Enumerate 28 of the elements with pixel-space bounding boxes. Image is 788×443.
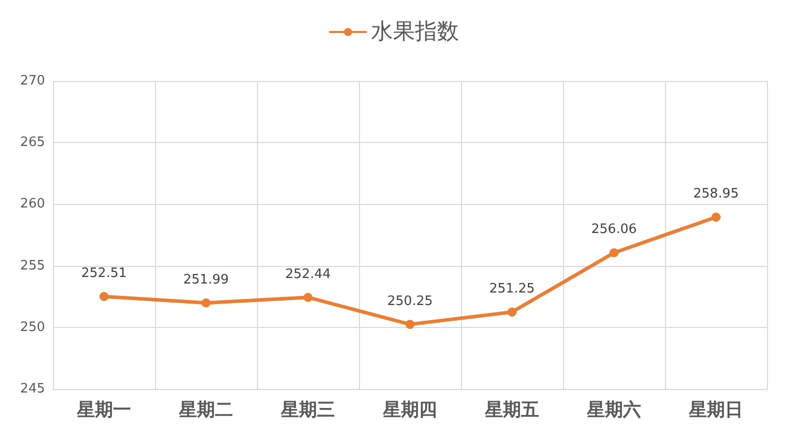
y-tick-label: 255 bbox=[20, 258, 45, 274]
x-tick-label: 星期日 bbox=[688, 400, 743, 420]
x-tick-label: 星期二 bbox=[178, 400, 233, 420]
x-tick-label: 星期六 bbox=[586, 400, 641, 420]
y-tick-label: 245 bbox=[20, 382, 45, 396]
x-tick-label: 星期一 bbox=[76, 400, 131, 420]
y-tick-label: 250 bbox=[20, 320, 45, 335]
data-label: 252.44 bbox=[285, 266, 331, 282]
data-label: 256.06 bbox=[591, 222, 637, 238]
point bbox=[508, 308, 516, 316]
point bbox=[202, 298, 210, 308]
y-tick-label: 265 bbox=[20, 135, 45, 150]
x-tick-label: 星期四 bbox=[382, 400, 437, 420]
legend-label: 水果指数 bbox=[371, 20, 459, 44]
data-label: 251.99 bbox=[183, 272, 229, 288]
data-label: 251.25 bbox=[489, 282, 535, 296]
point bbox=[100, 292, 108, 301]
point bbox=[610, 248, 618, 258]
data-label: 252.51 bbox=[81, 266, 127, 281]
y-tick-label: 270 bbox=[20, 74, 45, 88]
point bbox=[712, 212, 720, 222]
y-tick-label: 260 bbox=[20, 196, 45, 212]
data-label: 250.25 bbox=[387, 294, 433, 309]
x-tick-label: 星期五 bbox=[484, 400, 539, 420]
x-tick-label: 星期三 bbox=[280, 400, 335, 420]
data-label: 258.95 bbox=[693, 186, 739, 202]
point bbox=[304, 292, 312, 302]
point bbox=[406, 320, 414, 329]
